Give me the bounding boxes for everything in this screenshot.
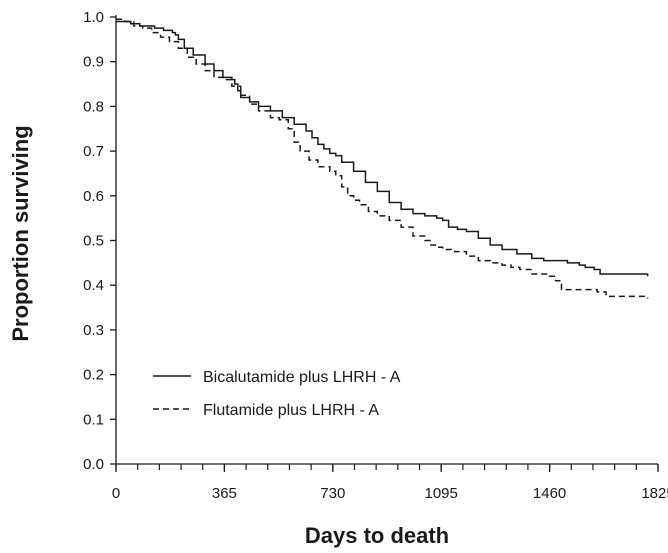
y-tick-label: 1.0 bbox=[83, 9, 104, 26]
y-tick-label: 0.6 bbox=[83, 188, 104, 205]
legend-label: Flutamide plus LHRH - A bbox=[203, 402, 379, 419]
x-tick-label: 365 bbox=[212, 485, 237, 502]
x-axis-title: Days to death bbox=[305, 523, 449, 548]
x-axis: 0 365 730 1095 1460 1825 bbox=[112, 463, 668, 502]
y-tick-label: 0.3 bbox=[83, 322, 104, 339]
x-tick-label: 0 bbox=[112, 485, 120, 502]
x-tick-label: 1825 bbox=[641, 485, 668, 502]
y-axis: 0.0 0.1 0.2 0.3 0.4 0.5 0.6 0.7 0.8 0.9 1.0 bbox=[83, 9, 117, 473]
x-tick-label: 1460 bbox=[533, 485, 566, 502]
y-axis-title: Proportion surviving bbox=[8, 125, 33, 341]
y-tick-label: 0.1 bbox=[83, 411, 104, 428]
series-line-bicalutamide bbox=[116, 20, 649, 277]
legend: Bicalutamide plus LHRH - A Flutamide plus… bbox=[153, 369, 401, 419]
y-tick-label: 0.9 bbox=[83, 54, 104, 71]
x-tick-label: 730 bbox=[320, 485, 345, 502]
y-tick-label: 0.4 bbox=[83, 277, 104, 294]
y-tick-label: 0.7 bbox=[83, 143, 104, 160]
y-tick-label: 0.8 bbox=[83, 98, 104, 115]
x-tick-label: 1095 bbox=[425, 485, 458, 502]
y-tick-label: 0.5 bbox=[83, 233, 104, 250]
series-line-flutamide bbox=[116, 18, 649, 299]
legend-label: Bicalutamide plus LHRH - A bbox=[203, 369, 401, 386]
series-lines bbox=[116, 18, 649, 299]
y-tick-label: 0.0 bbox=[83, 456, 104, 473]
y-tick-label: 0.2 bbox=[83, 367, 104, 384]
